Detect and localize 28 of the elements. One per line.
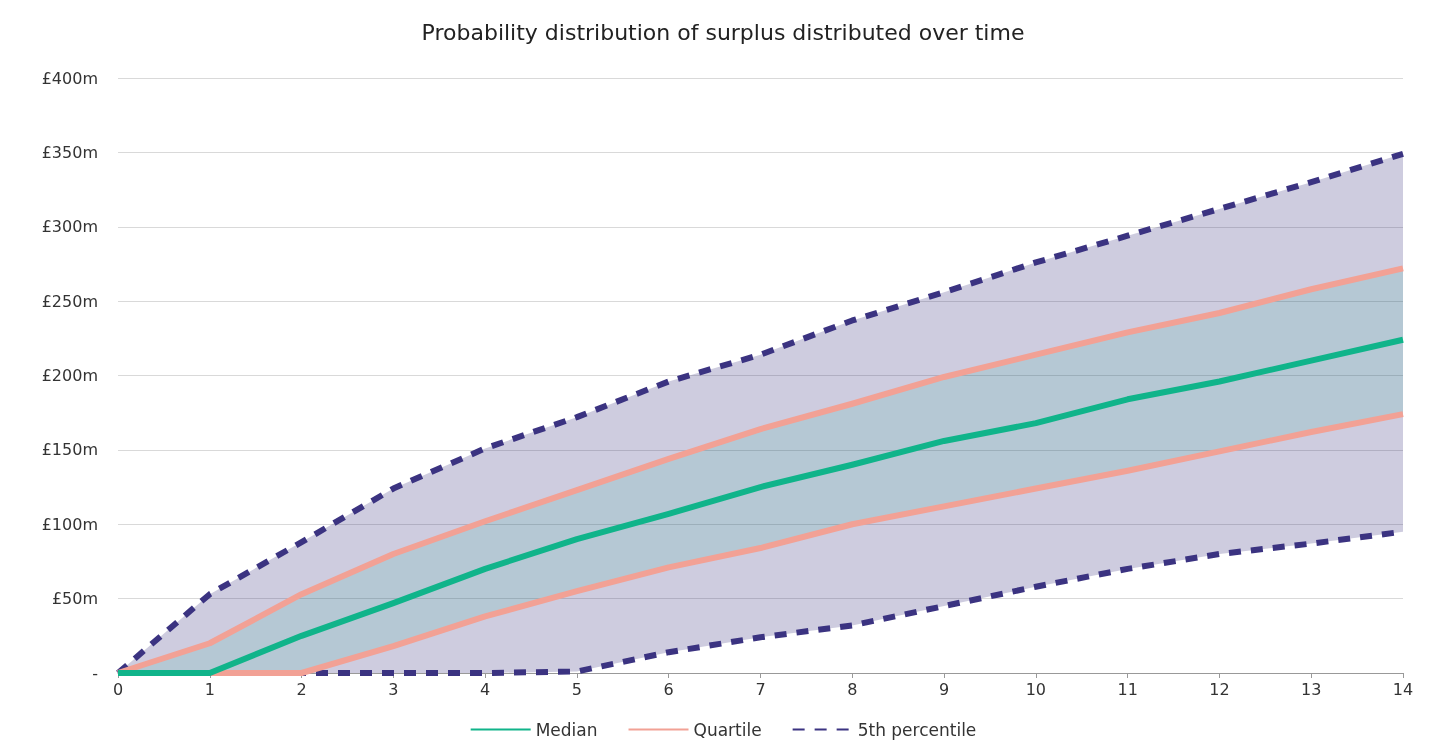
chart-title: Probability distribution of surplus distributed over time — [421, 19, 1025, 45]
x-tick-label: 9 — [938, 679, 950, 699]
y-tick-label: £250m — [41, 291, 98, 311]
x-tick-label: 4 — [480, 679, 491, 699]
y-tick-label: £200m — [41, 366, 98, 385]
x-tick-label: 10 — [1025, 679, 1047, 699]
x-tick-label: 0 — [112, 679, 124, 699]
y-tick-label: £150m — [41, 440, 98, 460]
legend-label: 5th percentile — [857, 719, 977, 740]
y-tick-label: £300m — [41, 217, 98, 237]
x-tick-label: 6 — [663, 679, 674, 699]
y-tick-label: £100m — [41, 514, 98, 534]
x-tick-label: 11 — [1117, 679, 1138, 699]
y-tick-label: - — [92, 663, 98, 683]
x-tick-label: 14 — [1392, 679, 1414, 699]
y-tick-label: £50m — [51, 589, 98, 609]
x-tick-label: 5 — [571, 679, 583, 699]
x-tick-label: 12 — [1209, 679, 1230, 699]
y-tick-label: £400m — [41, 68, 98, 88]
x-tick-label: 1 — [204, 679, 215, 699]
x-tick-label: 2 — [296, 679, 307, 699]
x-tick-label: 8 — [847, 679, 858, 699]
x-tick-label: 7 — [755, 679, 766, 699]
legend-label: Quartile — [693, 719, 762, 740]
x-tick-label: 13 — [1301, 679, 1322, 699]
y-tick-label: £350m — [41, 142, 98, 162]
legend-label: Median — [535, 719, 598, 740]
x-tick-label: 3 — [388, 679, 399, 699]
